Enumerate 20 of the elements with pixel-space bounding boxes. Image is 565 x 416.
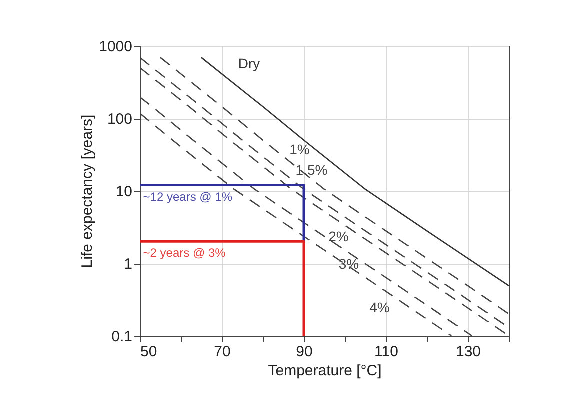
series-label: Dry <box>238 55 260 72</box>
y-tick-label: 1000 <box>99 38 132 56</box>
series-label: 1% <box>290 142 310 158</box>
series-label: 3% <box>338 256 360 272</box>
series-label: 2% <box>328 228 349 244</box>
y-tick-label: 100 <box>107 111 132 128</box>
y-tick-label: 1 <box>124 256 132 273</box>
y-tick-label: 0.1 <box>112 328 132 346</box>
series-label: 1.5% <box>296 162 328 178</box>
y-axis-title: Life expectancy [years] <box>79 114 96 268</box>
x-tick-label: 90 <box>296 344 313 360</box>
x-axis-title: Temperature [°C] <box>268 362 382 380</box>
x-tick-label: 70 <box>214 344 231 360</box>
series-label: ~12 years @ 1% <box>143 190 233 204</box>
series-label: 4% <box>370 299 390 316</box>
y-tick-label: 10 <box>116 184 132 200</box>
x-tick-label: 50 <box>140 344 158 360</box>
x-tick-label: 130 <box>456 344 482 360</box>
series-label: ~2 years @ 3% <box>143 246 226 260</box>
x-tick-label: 110 <box>374 344 398 360</box>
